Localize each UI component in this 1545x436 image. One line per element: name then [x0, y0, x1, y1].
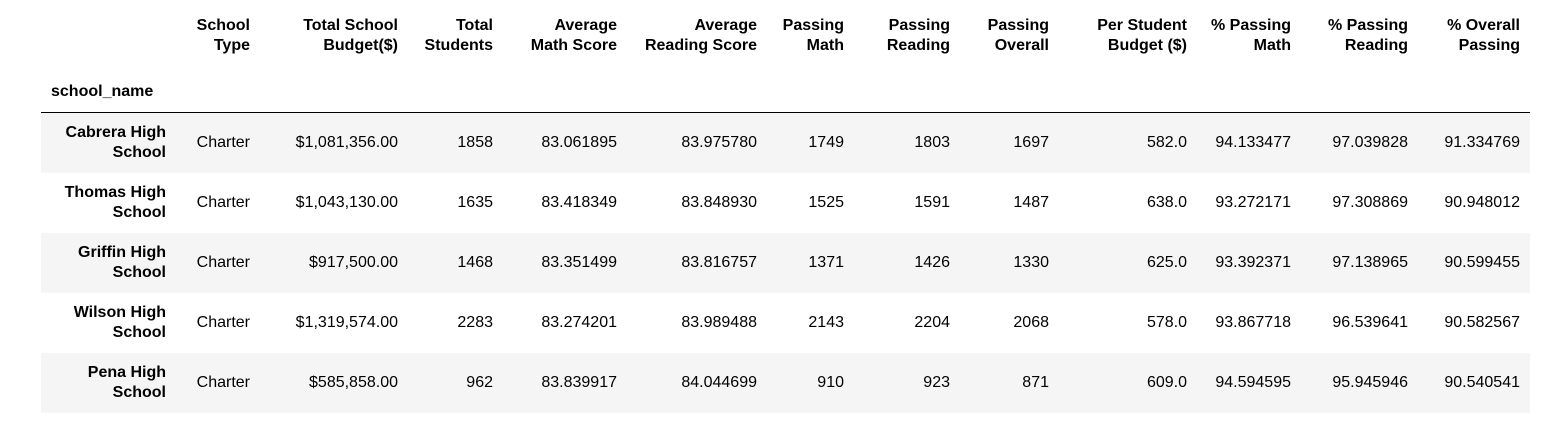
blank-corner-cell	[41, 0, 176, 72]
table-cell: Charter	[196, 253, 250, 271]
row-index-school-name: Wilson High School	[73, 303, 166, 341]
table-cell: 1525	[808, 193, 844, 211]
column-header-row: School Type Total School Budget($) Total…	[41, 0, 1530, 72]
table-cell: 83.418349	[541, 193, 617, 211]
table-cell: 91.334769	[1444, 133, 1520, 151]
table-cell: 1803	[914, 133, 950, 151]
table-cell: 1858	[457, 133, 493, 151]
column-header: Total School Budget($)	[303, 17, 398, 54]
table-cell: 84.044699	[681, 373, 757, 391]
table-cell: 923	[923, 373, 950, 391]
table-cell: 83.848930	[681, 193, 757, 211]
table-cell: 609.0	[1146, 373, 1187, 391]
table-cell: 97.138965	[1332, 253, 1408, 271]
table-cell: 2204	[914, 313, 950, 331]
column-header: % Passing Reading	[1327, 17, 1408, 54]
row-index-school-name: Cabrera High School	[65, 123, 166, 161]
column-header: Average Math Score	[530, 17, 617, 54]
table-cell: Charter	[196, 373, 250, 391]
table-cell: 2068	[1013, 313, 1049, 331]
table-cell: 83.816757	[681, 253, 757, 271]
column-header: Average Reading Score	[644, 17, 757, 54]
table-cell: 96.539641	[1332, 313, 1408, 331]
row-index-school-name: Pena High School	[87, 363, 166, 401]
table-cell: 83.989488	[681, 313, 757, 331]
table-cell: $585,858.00	[309, 373, 398, 391]
column-header: Passing Math	[782, 17, 844, 54]
table-cell: 2283	[457, 313, 493, 331]
table-cell: 638.0	[1146, 193, 1187, 211]
column-header: Per Student Budget ($)	[1097, 17, 1187, 54]
table-cell: 94.594595	[1215, 373, 1291, 391]
table-cell: 1697	[1013, 133, 1049, 151]
table-cell: 962	[466, 373, 493, 391]
table-cell: 93.272171	[1215, 193, 1291, 211]
table-cell: 97.308869	[1332, 193, 1408, 211]
school-summary-table: School Type Total School Budget($) Total…	[41, 0, 1530, 413]
table-cell: $917,500.00	[309, 253, 398, 271]
table-row: Wilson High School Charter $1,319,574.00 22…	[41, 292, 1530, 353]
table-cell: 1749	[808, 133, 844, 151]
table-cell: 83.351499	[541, 253, 617, 271]
column-header: Passing Overall	[987, 17, 1049, 54]
table-cell: 1468	[457, 253, 493, 271]
row-index-school-name: Griffin High School	[78, 243, 166, 281]
table-cell: 578.0	[1146, 313, 1187, 331]
table-cell: Charter	[196, 133, 250, 151]
table-cell: 582.0	[1146, 133, 1187, 151]
dataframe-output: School Type Total School Budget($) Total…	[41, 0, 1530, 413]
table-cell: 1371	[808, 253, 844, 271]
table-cell: 90.948012	[1444, 193, 1520, 211]
table-cell: Charter	[196, 313, 250, 331]
table-body: Cabrera High School Charter $1,081,356.00 1…	[41, 112, 1530, 413]
column-header: Passing Reading	[886, 17, 950, 54]
column-header: Total Students	[424, 17, 493, 54]
table-row: Griffin High School Charter $917,500.00 146…	[41, 232, 1530, 293]
table-cell: $1,043,130.00	[295, 193, 398, 211]
index-name-row: school_name	[41, 72, 1530, 113]
row-index-school-name: Thomas High School	[64, 183, 166, 221]
table-cell: 1330	[1013, 253, 1049, 271]
column-header: % Overall Passing	[1447, 17, 1520, 54]
table-row: Thomas High School Charter $1,043,130.00 16…	[41, 172, 1530, 233]
index-name-label: school_name	[41, 72, 176, 113]
table-cell: 83.274201	[541, 313, 617, 331]
table-cell: $1,081,356.00	[295, 133, 398, 151]
table-cell: 910	[817, 373, 844, 391]
table-cell: 83.975780	[681, 133, 757, 151]
column-header: % Passing Math	[1210, 17, 1291, 54]
table-cell: 2143	[808, 313, 844, 331]
table-row: Cabrera High School Charter $1,081,356.00 1…	[41, 112, 1530, 173]
table-cell: 90.540541	[1444, 373, 1520, 391]
table-cell: $1,319,574.00	[295, 313, 398, 331]
table-cell: 90.582567	[1444, 313, 1520, 331]
table-cell: 1591	[914, 193, 950, 211]
table-cell: 871	[1022, 373, 1049, 391]
table-cell: 1426	[914, 253, 950, 271]
table-cell: 93.867718	[1215, 313, 1291, 331]
table-cell: 94.133477	[1215, 133, 1291, 151]
table-cell: 1635	[457, 193, 493, 211]
table-cell: Charter	[196, 193, 250, 211]
table-cell: 90.599455	[1444, 253, 1520, 271]
table-row: Pena High School Charter $585,858.00 962 83.…	[41, 352, 1530, 413]
table-cell: 83.839917	[541, 373, 617, 391]
table-cell: 1487	[1013, 193, 1049, 211]
column-header: School Type	[196, 17, 250, 54]
table-cell: 625.0	[1146, 253, 1187, 271]
table-cell: 93.392371	[1215, 253, 1291, 271]
table-cell: 83.061895	[541, 133, 617, 151]
table-cell: 95.945946	[1332, 373, 1408, 391]
table-cell: 97.039828	[1332, 133, 1408, 151]
